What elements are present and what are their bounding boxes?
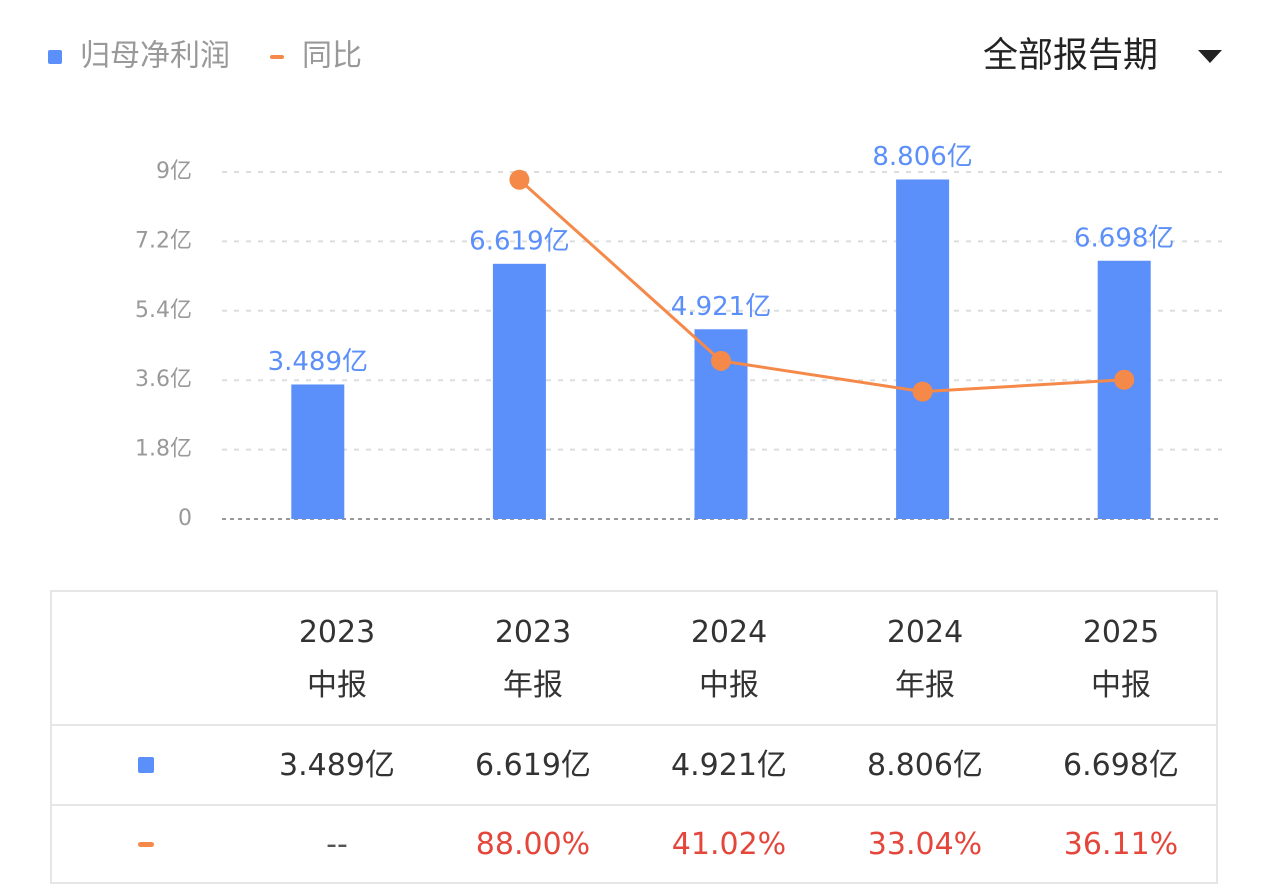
y-tick-label: 5.4亿 [135,298,192,323]
line-point [711,350,731,371]
table-value: 6.698亿 [1063,747,1179,783]
line [518,178,1125,394]
bar-value-label: 8.806亿 [872,142,972,172]
bar [1097,260,1151,519]
y-tick-label: 7.2亿 [135,228,192,253]
y-tick-label: 0 [178,506,192,531]
row-swatch [137,842,154,847]
table-value: 8.806亿 [867,747,983,783]
bar-value-label: 4.921亿 [671,292,771,322]
data-table: 2023 中报 2023 年报 2024 中报 2024 年报 2025 中报 3.489… [50,590,1218,884]
table-value: 4.921亿 [671,747,787,783]
period-selector-label[interactable]: 全部报告期 [983,36,1158,76]
table-value: 33.04% [867,827,983,862]
row-divider [52,804,1216,806]
y-tick-label: 3.6亿 [135,367,192,392]
table-value: 3.489亿 [279,747,395,783]
bar [492,263,546,519]
dropdown-arrow[interactable] [1198,50,1222,63]
period-selector[interactable]: 全部报告期 [983,36,1222,76]
table-value: -- [326,827,348,862]
line-point [509,169,530,190]
row-icon [52,805,239,884]
line-point [1114,369,1135,390]
table-value: 6.619亿 [475,747,591,783]
y-tick-label: 1.8亿 [135,437,192,462]
column-header: 2025 中报 [1082,614,1160,703]
bar [896,179,950,519]
row-icon [52,725,239,805]
legend-label: 归母净利润 [80,39,230,74]
row-swatch [137,757,154,773]
legend-swatch [270,55,284,59]
bar-value-label: 6.698亿 [1074,223,1174,253]
bar [291,384,345,519]
table-value: 36.11% [1063,827,1179,862]
column-header: 2024 中报 [690,614,768,703]
legend-label: 同比 [302,39,362,74]
y-tick-label: 9亿 [156,159,192,184]
column-header: 2024 年报 [886,614,964,703]
column-header: 2023 年报 [494,614,572,703]
bar-value-label: 3.489亿 [268,347,368,377]
row-divider [52,724,1216,726]
column-header: 2023 中报 [298,614,376,703]
table-value: 88.00% [475,827,591,862]
bar-value-label: 6.619亿 [469,226,569,256]
line-point [912,381,933,402]
legend-swatch [48,50,62,64]
table-value: 41.02% [671,827,787,862]
